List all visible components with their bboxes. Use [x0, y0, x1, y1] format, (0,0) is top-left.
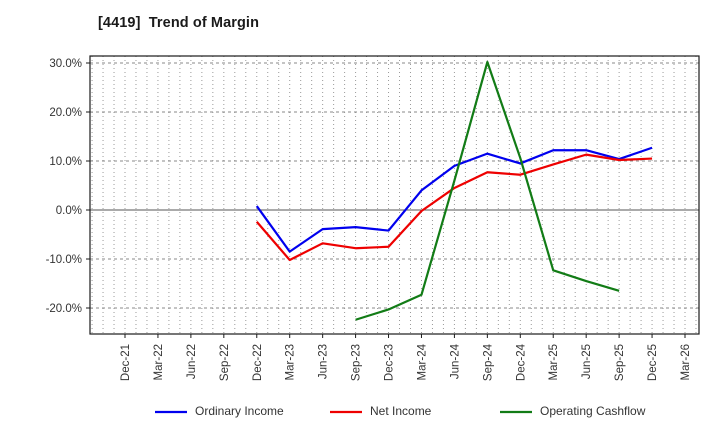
x-axis-tick-label: Sep-24: [482, 343, 494, 381]
x-axis-tick-marks: [124, 334, 686, 338]
legend-label-ordinary-income: Ordinary Income: [195, 404, 284, 418]
chart-title: [4419] Trend of Margin: [98, 15, 260, 31]
chart-legend: Ordinary Income Net Income Operating Cashf…: [155, 404, 646, 418]
y-axis-tick-label: 0.0%: [56, 205, 82, 217]
x-axis-tick-label: Mar-26: [680, 344, 692, 380]
series-line-net-income: [255, 153, 653, 262]
x-axis-tick-label: Sep-23: [351, 344, 363, 381]
x-axis-tick-label: Sep-22: [219, 344, 231, 381]
legend-label-operating-cashflow: Operating Cashflow: [540, 404, 646, 418]
data-series-group: [255, 60, 653, 321]
y-axis-tick-label: 10.0%: [49, 156, 82, 168]
plot-axis-frame: [89, 55, 700, 335]
y-axis-tick-label: -20.0%: [46, 303, 82, 315]
x-axis-tick-label: Dec-24: [515, 343, 527, 381]
x-axis-labels: Dec-21 Mar-22 Jun-22 Sep-22 Dec-22 Mar-23 Jun-…: [120, 343, 692, 381]
x-axis-tick-label: Jun-22: [186, 344, 198, 379]
y-axis-tick-marks: [86, 62, 90, 309]
x-axis-tick-label: Mar-22: [153, 344, 165, 380]
y-axis-tick-label: -10.0%: [46, 254, 82, 266]
x-axis-tick-label: Mar-23: [285, 344, 297, 380]
x-axis-tick-label: Dec-23: [384, 344, 396, 381]
x-axis-tick-label: Mar-25: [548, 344, 560, 380]
x-axis-tick-label: Jun-24: [449, 343, 461, 379]
y-axis-tick-label: 20.0%: [49, 107, 82, 119]
x-axis-tick-label: Mar-24: [416, 343, 428, 380]
legend-label-net-income: Net Income: [370, 404, 432, 418]
series-line-ordinary-income: [255, 146, 653, 253]
x-axis-tick-label: Dec-22: [252, 344, 264, 381]
series-line-operating-cashflow: [355, 60, 620, 321]
x-axis-tick-label: Dec-21: [120, 344, 132, 381]
y-axis-labels: 30.0% 20.0% 10.0% 0.0% -10.0% -20.0%: [46, 58, 82, 315]
y-axis-tick-label: 30.0%: [49, 58, 82, 70]
x-axis-tick-label: Dec-25: [647, 344, 659, 381]
x-axis-tick-label: Sep-25: [614, 344, 626, 381]
x-axis-tick-label: Jun-25: [581, 344, 593, 379]
x-axis-tick-label: Jun-23: [318, 344, 330, 379]
plot-background: [90, 56, 699, 334]
